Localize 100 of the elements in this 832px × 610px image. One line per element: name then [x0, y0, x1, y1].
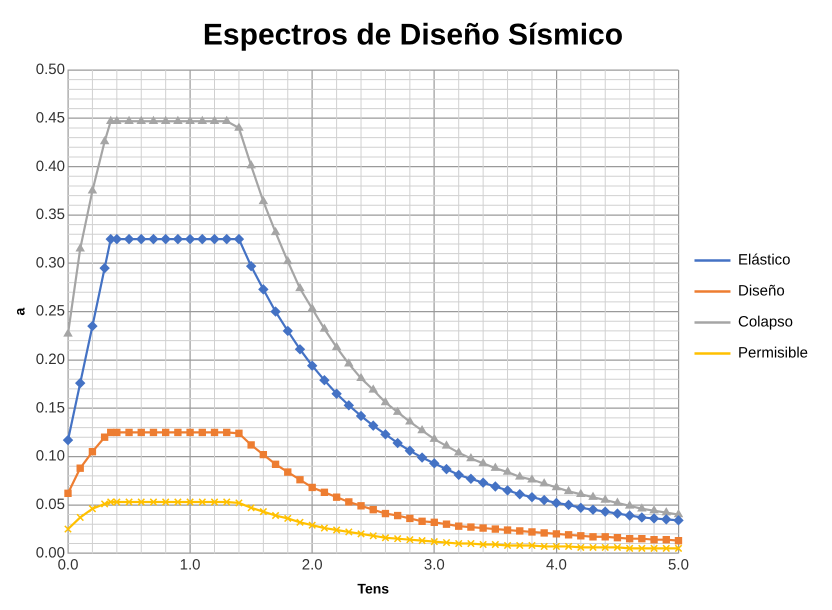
point	[442, 538, 450, 546]
point	[234, 234, 244, 244]
x-tick-label: 0.0	[58, 556, 78, 574]
point	[430, 434, 439, 442]
point	[160, 234, 171, 244]
point	[600, 506, 610, 517]
legend-label: Elástico	[738, 252, 791, 269]
y-tick-label: 0.15	[36, 399, 65, 416]
point	[64, 525, 72, 533]
point	[356, 410, 366, 421]
point	[235, 430, 243, 438]
point	[246, 160, 256, 168]
point	[294, 344, 305, 354]
point	[259, 508, 268, 516]
point	[564, 500, 574, 510]
point	[479, 540, 488, 548]
point	[650, 544, 658, 552]
point	[636, 512, 647, 522]
point	[454, 448, 464, 456]
point	[296, 476, 304, 484]
point	[100, 434, 108, 441]
y-axis-title: a	[11, 308, 28, 316]
point	[381, 397, 390, 406]
point	[417, 452, 428, 463]
point	[626, 535, 634, 542]
point	[88, 186, 97, 194]
point	[382, 510, 390, 518]
point	[210, 498, 218, 506]
point	[504, 542, 512, 550]
point	[650, 536, 658, 544]
point	[674, 536, 682, 544]
point	[429, 458, 440, 468]
point	[222, 498, 231, 506]
point	[149, 116, 158, 124]
point	[552, 482, 561, 490]
y-tick-label: 0.10	[36, 448, 65, 465]
point	[528, 542, 536, 550]
point	[124, 234, 134, 244]
point	[76, 514, 84, 522]
point	[540, 478, 549, 486]
point	[64, 328, 72, 337]
point	[283, 256, 292, 264]
point	[112, 498, 121, 506]
point	[246, 261, 256, 272]
point	[284, 514, 292, 522]
point	[100, 500, 109, 508]
point	[552, 530, 560, 538]
point	[418, 425, 426, 434]
point	[88, 448, 96, 456]
point	[502, 485, 513, 496]
point	[492, 525, 500, 533]
point	[638, 544, 646, 552]
point	[673, 515, 684, 526]
point	[650, 506, 658, 514]
point	[282, 326, 293, 336]
point	[357, 530, 365, 538]
point	[637, 504, 646, 512]
point	[625, 500, 634, 509]
point	[540, 542, 548, 550]
point	[382, 534, 390, 542]
point	[393, 407, 402, 415]
x-tick-label: 5.0	[668, 556, 689, 574]
point	[564, 486, 573, 494]
x-tick-label: 1.0	[180, 556, 201, 574]
point	[148, 234, 158, 244]
point	[454, 540, 463, 548]
point	[455, 522, 462, 530]
point	[368, 420, 378, 431]
point	[247, 441, 255, 449]
point	[528, 528, 536, 536]
point	[271, 227, 280, 236]
y-tick-label: 0.40	[36, 158, 65, 175]
point	[332, 388, 342, 399]
point	[662, 536, 670, 544]
point	[210, 234, 220, 244]
point	[272, 460, 280, 468]
point	[308, 484, 316, 492]
point	[551, 498, 562, 508]
point	[614, 534, 622, 542]
point	[332, 342, 342, 350]
point	[222, 234, 232, 244]
point	[186, 116, 194, 124]
point	[503, 467, 512, 475]
point	[612, 508, 622, 519]
point	[76, 244, 85, 252]
point	[296, 283, 304, 292]
point	[418, 536, 426, 545]
chart-title: Espectros de Diseño Sísmico	[202, 18, 624, 52]
point	[479, 524, 487, 532]
point	[490, 482, 500, 492]
y-tick-label: 0.20	[36, 351, 65, 368]
y-tick-label: 0.05	[36, 496, 65, 514]
point	[649, 513, 660, 524]
point	[138, 428, 145, 436]
point	[136, 116, 146, 124]
point	[296, 518, 304, 526]
point	[467, 523, 475, 531]
point	[272, 512, 280, 520]
y-tick-label: 0.30	[36, 254, 65, 272]
point	[624, 510, 635, 521]
